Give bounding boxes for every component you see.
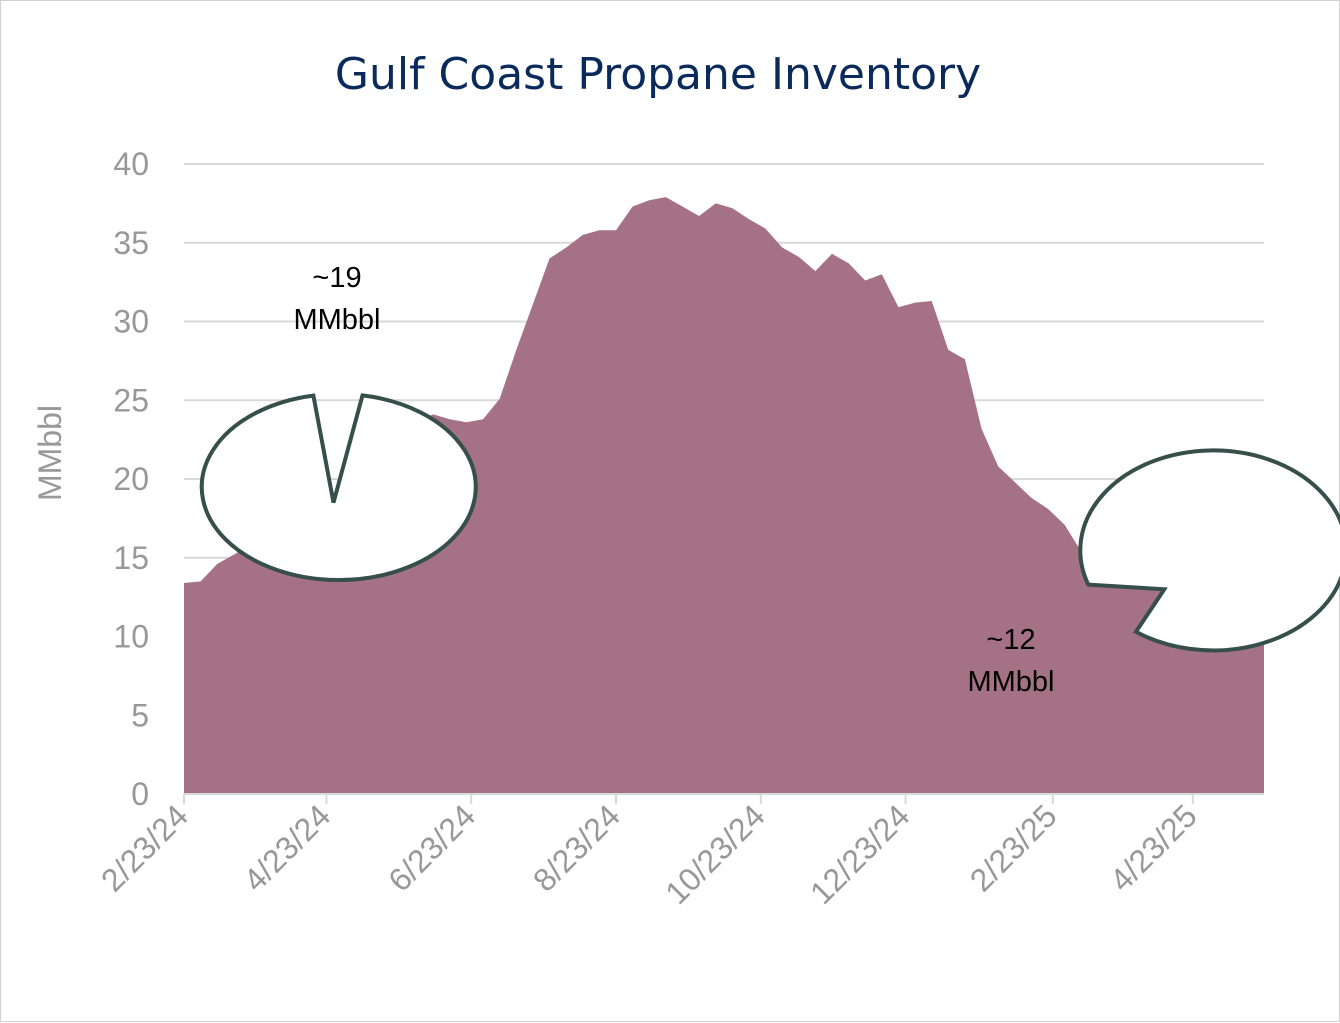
y-tick-label: 0 — [131, 776, 149, 812]
y-tick-label: 30 — [113, 304, 149, 340]
y-tick-label: 5 — [131, 697, 149, 733]
x-tick-label: 12/23/24 — [803, 797, 917, 911]
y-tick-label: 25 — [113, 382, 149, 418]
area-series-0 — [184, 197, 1264, 795]
callout-value: ~12 — [986, 624, 1035, 656]
y-tick-label: 15 — [113, 540, 149, 576]
callout-value: ~19 — [312, 262, 361, 294]
x-tick-label: 6/23/24 — [381, 797, 482, 898]
callouts: ~19 MMbbl ~12 MMbbl — [199, 262, 1340, 698]
callout-0: ~19 MMbbl — [199, 262, 478, 582]
x-tick-label: 10/23/24 — [658, 797, 772, 911]
callout-1: ~12 MMbbl — [967, 448, 1340, 698]
chart-title: Gulf Coast Propane Inventory — [335, 49, 981, 100]
plot-area — [184, 197, 1264, 795]
y-axis: 0 5 10 15 20 25 30 35 40 — [113, 146, 149, 812]
callout-bubble — [199, 393, 478, 582]
callout-unit: MMbbl — [293, 304, 380, 336]
callout-bubble — [1078, 448, 1340, 653]
y-tick-label: 35 — [113, 225, 149, 261]
y-tick-label: 40 — [113, 146, 149, 182]
y-tick-label: 20 — [113, 461, 149, 497]
y-axis-label: MMbbl — [32, 405, 68, 501]
x-tick-label: 2/23/24 — [94, 797, 195, 898]
callout-unit: MMbbl — [967, 666, 1054, 698]
x-tick-label: 8/23/24 — [526, 797, 627, 898]
y-tick-label: 10 — [113, 619, 149, 655]
x-axis: 2/23/24 4/23/24 6/23/24 8/23/24 10/23/24 12/2… — [94, 793, 1264, 911]
x-tick-label: 2/23/25 — [963, 797, 1064, 898]
x-tick-label: 4/23/25 — [1103, 797, 1204, 898]
x-tick-label: 4/23/24 — [236, 797, 337, 898]
